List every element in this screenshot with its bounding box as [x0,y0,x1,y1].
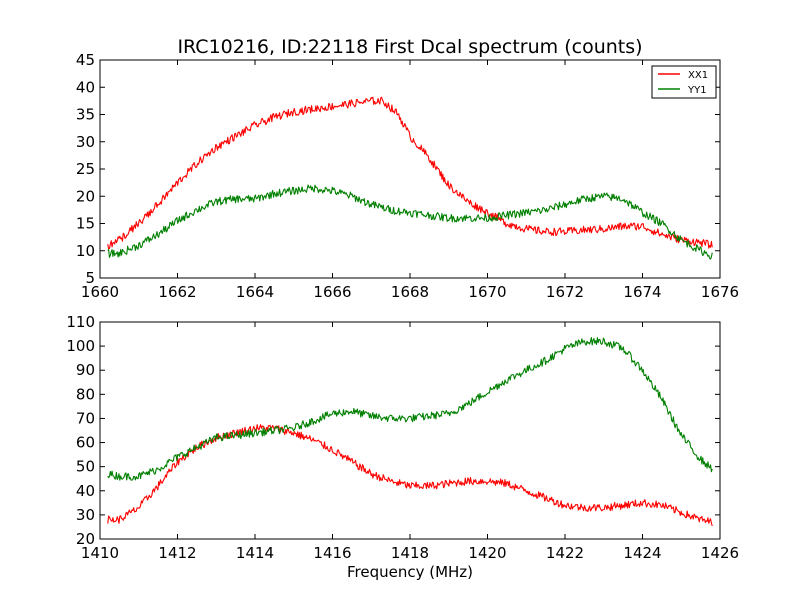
bottom-y-tick-label: 110 [66,313,95,331]
top-x-tick-label: 1672 [546,283,584,301]
top-series-xx1 [107,96,713,250]
bottom-y-tick-label: 90 [76,361,95,379]
bottom-x-tick-label: 1418 [391,544,429,562]
bottom-y-tick-label: 60 [76,434,95,452]
top-x-tick-label: 1666 [313,283,351,301]
bottom-y-tick-label: 70 [76,409,95,427]
top-x-tick-label: 1676 [701,283,739,301]
bottom-x-tick-label: 1422 [546,544,584,562]
legend-box [651,65,717,99]
top-x-tick-label: 1664 [236,283,274,301]
bottom-x-tick-label: 1420 [468,544,506,562]
top-y-tick-label: 45 [76,51,95,69]
top-x-tick-label: 1668 [391,283,429,301]
bottom-x-tick-label: 1424 [623,544,661,562]
top-axes-frame [99,59,721,279]
top-spectrum-panel: 1660 1662 1664 1666 1668 1670 1672 1674 1676 5 10 1… [76,51,739,301]
top-x-tick-label: 1670 [468,283,506,301]
bottom-y-tick-label: 20 [76,530,95,548]
top-y-tick-label: 35 [76,106,95,124]
bottom-axis-ticks: 1410 1412 1414 1416 1418 1420 1422 1424 1426 20 30… [66,313,739,562]
legend: XX1 YY1 [651,65,717,99]
bottom-x-tick-label: 1416 [313,544,351,562]
bottom-plot-area [107,336,713,527]
chart-title: IRC10216, ID:22118 First Dcal spectrum (… [177,36,642,58]
x-axis-label: Frequency (MHz) [347,563,473,581]
top-y-tick-label: 25 [76,160,95,178]
bottom-spectrum-panel: 1410 1412 1414 1416 1418 1420 1422 1424 1426 20 30… [66,313,739,562]
bottom-y-tick-label: 50 [76,458,95,476]
bottom-y-tick-label: 40 [76,482,95,500]
top-series-yy1 [107,184,713,260]
top-x-tick-label: 1660 [81,283,119,301]
top-y-tick-label: 20 [76,187,95,205]
legend-label-xx1: XX1 [688,70,708,81]
bottom-y-tick-label: 30 [76,506,95,524]
bottom-y-tick-label: 100 [66,337,95,355]
top-y-tick-label: 10 [76,242,95,260]
top-plot-area [107,96,713,260]
top-y-tick-label: 30 [76,133,95,151]
top-y-tick-label: 15 [76,215,95,233]
top-axis-ticks: 1660 1662 1664 1666 1668 1670 1672 1674 1676 5 10 1… [76,51,739,301]
top-y-tick-label: 5 [85,269,95,287]
bottom-x-tick-label: 1426 [701,544,739,562]
top-x-tick-label: 1674 [623,283,661,301]
bottom-series-yy1 [107,336,713,481]
bottom-x-tick-label: 1414 [236,544,274,562]
bottom-x-tick-label: 1412 [158,544,196,562]
legend-label-yy1: YY1 [687,85,707,96]
bottom-x-tick-label: 1410 [81,544,119,562]
bottom-series-xx1 [107,424,713,527]
bottom-y-tick-label: 80 [76,385,95,403]
top-y-tick-label: 40 [76,78,95,96]
top-x-tick-label: 1662 [158,283,196,301]
